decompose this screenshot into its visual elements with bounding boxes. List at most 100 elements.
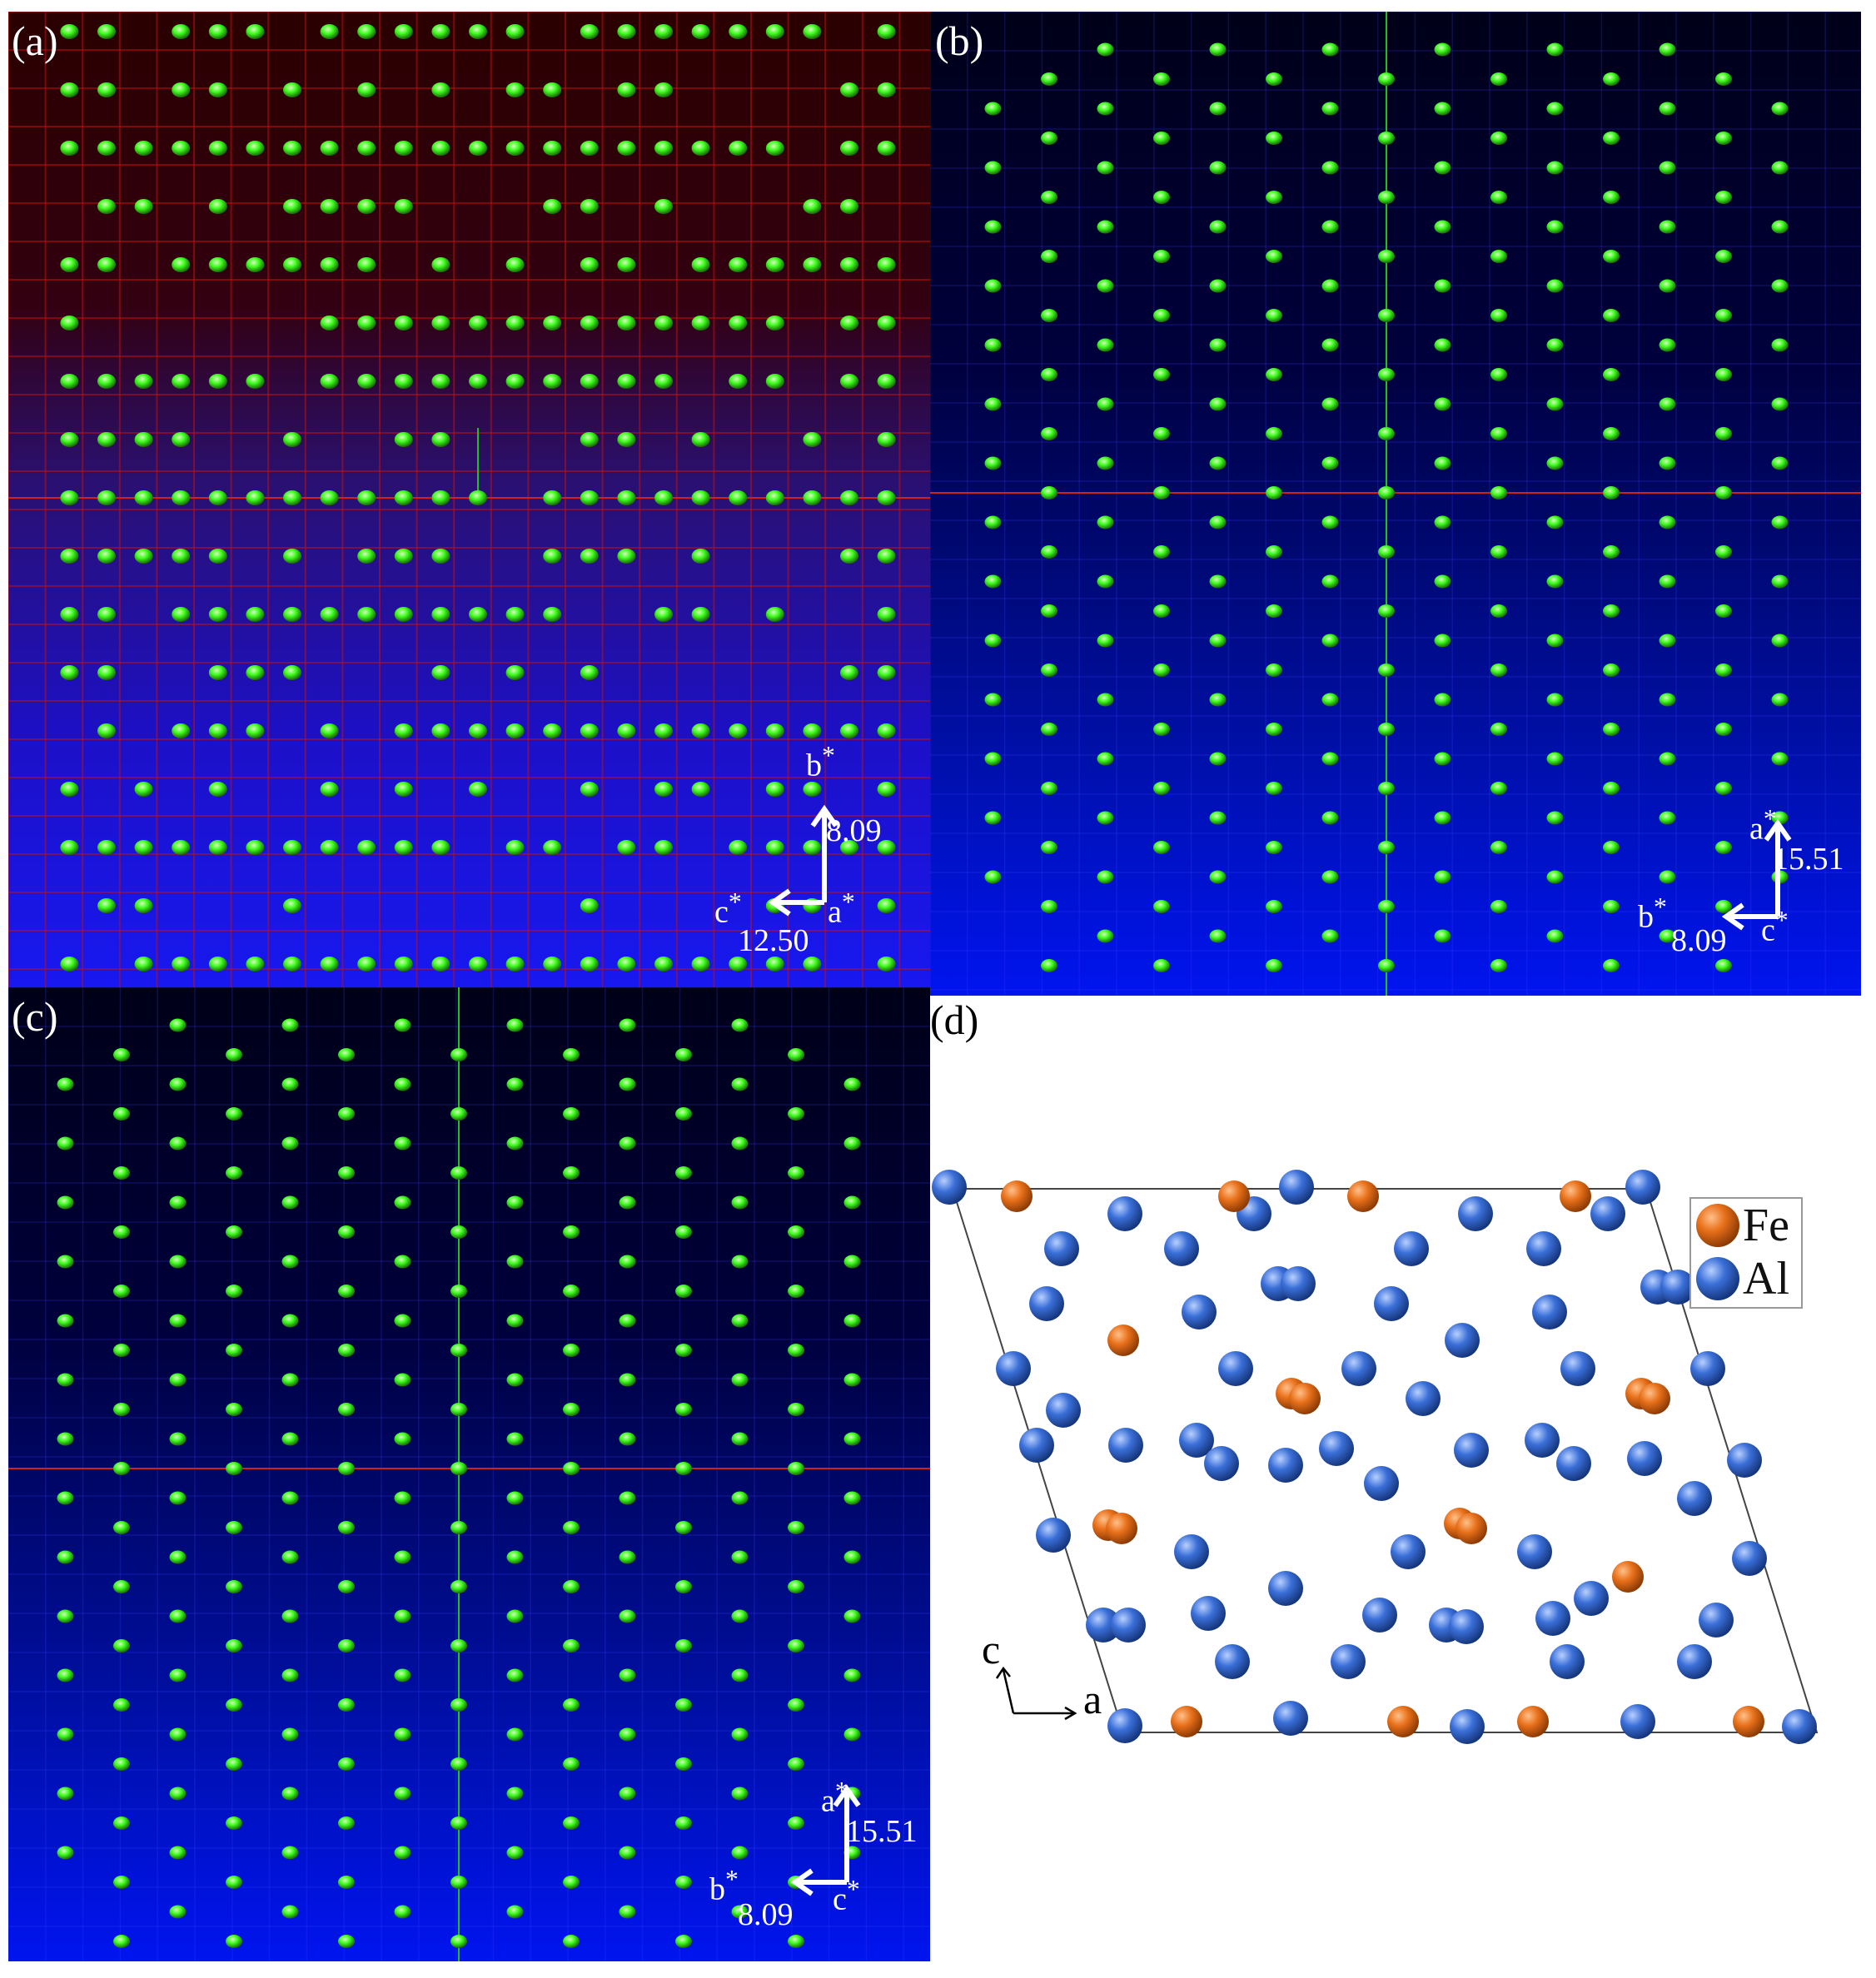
diffraction-spot: [765, 374, 784, 389]
diffraction-spot: [226, 1107, 242, 1121]
diffraction-spot: [1546, 42, 1564, 57]
diffraction-spot: [113, 1107, 130, 1121]
diffraction-spot: [1715, 959, 1732, 972]
diffraction-spot: [338, 1639, 355, 1652]
diffraction-spot: [619, 1846, 636, 1860]
diffraction-spot: [1771, 161, 1789, 175]
diffraction-spot: [394, 1787, 411, 1801]
diffraction-spot: [281, 1550, 299, 1564]
diffraction-spot: [1378, 900, 1395, 913]
al-atom: [1445, 1323, 1480, 1358]
diffraction-spot: [1321, 634, 1339, 648]
diffraction-spot: [1659, 634, 1676, 648]
diffraction-spot: [619, 1136, 636, 1151]
diffraction-spot: [1041, 959, 1057, 972]
diffraction-spot: [320, 723, 339, 738]
panel-a-canvas: [8, 12, 930, 987]
diffraction-spot: [431, 24, 450, 39]
diffraction-spot: [580, 141, 599, 156]
diffraction-spot: [563, 1107, 580, 1121]
panel-a-axis-normal-label: a*: [828, 887, 855, 930]
diffraction-spot: [840, 374, 858, 389]
al-atom: [1454, 1433, 1489, 1468]
diffraction-spot: [431, 607, 450, 622]
legend-al-label: Al: [1743, 1253, 1789, 1305]
diffraction-spot: [580, 782, 599, 797]
panel-a-arrowhead-horizontal: [768, 888, 791, 917]
fe-atom: [1001, 1180, 1033, 1212]
diffraction-spot: [97, 607, 116, 622]
diffraction-spot: [654, 723, 673, 738]
diffraction-spot: [1097, 338, 1114, 352]
diffraction-spot: [1153, 368, 1170, 381]
diffraction-spot: [506, 1787, 524, 1801]
diffraction-spot: [338, 1580, 355, 1593]
diffraction-spot: [1209, 929, 1227, 943]
diffraction-spot: [60, 24, 79, 39]
diffraction-spot: [1321, 870, 1339, 884]
diffraction-spot: [1771, 456, 1789, 470]
diffraction-spot: [617, 316, 636, 330]
diffraction-spot: [338, 1698, 355, 1712]
diffraction-spot: [169, 1609, 187, 1623]
diffraction-spot: [543, 374, 562, 389]
diffraction-spot: [803, 432, 822, 447]
diffraction-spot: [281, 1905, 299, 1919]
diffraction-spot: [134, 199, 153, 214]
diffraction-spot: [431, 490, 450, 505]
al-atom: [1362, 1598, 1397, 1633]
panel-b-spots: [984, 42, 1789, 972]
diffraction-spot: [1266, 841, 1282, 854]
diffraction-spot: [338, 1757, 355, 1771]
diffraction-spot: [226, 1639, 242, 1652]
diffraction-spot: [338, 1462, 355, 1475]
diffraction-spot: [394, 549, 413, 564]
al-atom: [1281, 1266, 1316, 1301]
diffraction-spot: [543, 199, 562, 214]
diffraction-spot: [1209, 870, 1227, 884]
diffraction-spot: [1490, 486, 1507, 499]
al-atom: [1727, 1443, 1762, 1478]
diffraction-spot: [246, 957, 265, 972]
diffraction-spot: [563, 1698, 580, 1712]
diffraction-spot: [843, 1255, 861, 1269]
diffraction-spot: [134, 840, 153, 855]
diffraction-spot: [1266, 900, 1282, 913]
diffraction-spot: [1209, 693, 1227, 707]
diffraction-spot: [731, 1609, 749, 1623]
al-atom: [1164, 1231, 1199, 1266]
diffraction-spot: [1321, 456, 1339, 470]
diffraction-spot: [563, 1166, 580, 1180]
diffraction-spot: [60, 957, 79, 972]
diffraction-spot: [57, 1609, 74, 1623]
diffraction-spot: [450, 1462, 467, 1475]
diffraction-spot: [1715, 663, 1732, 677]
diffraction-spot: [505, 840, 525, 855]
diffraction-spot: [1603, 723, 1620, 736]
diffraction-spot: [226, 1876, 242, 1889]
diffraction-spot: [1153, 132, 1170, 145]
diffraction-spot: [675, 1521, 692, 1534]
al-atom: [1525, 1423, 1560, 1458]
diffraction-spot: [450, 1935, 467, 1948]
diffraction-spot: [338, 1225, 355, 1239]
diffraction-spot: [1490, 250, 1507, 263]
al-atom: [1574, 1581, 1609, 1616]
al-atom: [1526, 1231, 1561, 1266]
diffraction-spot: [840, 82, 858, 97]
diffraction-spot: [691, 257, 710, 272]
diffraction-spot: [469, 24, 487, 39]
diffraction-spot: [1378, 486, 1395, 499]
diffraction-spot: [1659, 161, 1676, 175]
diffraction-spot: [226, 1521, 242, 1534]
diffraction-spot: [877, 840, 896, 855]
diffraction-spot: [60, 782, 79, 797]
panel-c-axis-normal-label: c*: [833, 1875, 860, 1917]
diffraction-spot: [506, 1432, 524, 1446]
diffraction-spot: [97, 898, 116, 913]
diffraction-spot: [563, 1521, 580, 1534]
diffraction-spot: [394, 840, 413, 855]
diffraction-spot: [543, 549, 562, 564]
diffraction-spot: [281, 1136, 299, 1151]
al-atom: [1449, 1609, 1484, 1644]
